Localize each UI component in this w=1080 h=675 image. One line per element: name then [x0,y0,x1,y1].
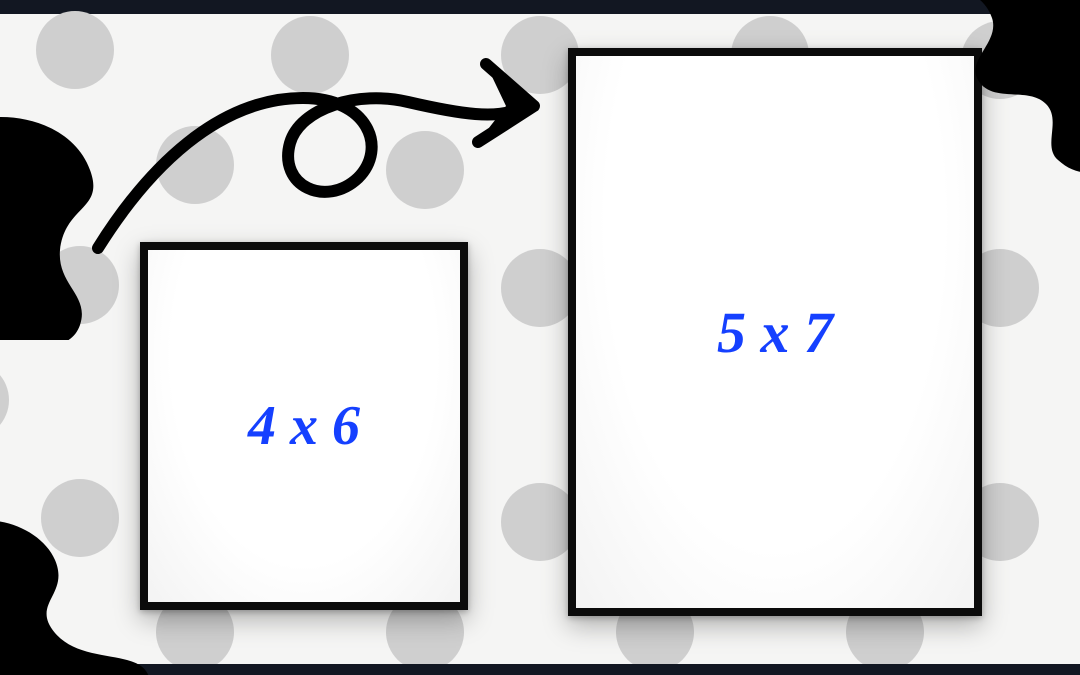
polka-dot [271,16,349,94]
polka-dot [386,131,464,209]
polka-dot [36,11,114,89]
bottom-border-bar [0,664,1080,675]
size-label-4x6: 4 x 6 [248,394,360,458]
infographic-canvas: 4 x 6 5 x 7 [0,0,1080,675]
polka-dot [0,361,9,439]
ink-blob-left-mid [0,110,130,340]
photo-frame-5x7: 5 x 7 [568,48,982,616]
polka-dot [156,126,234,204]
photo-frame-4x6: 4 x 6 [140,242,468,610]
size-label-5x7: 5 x 7 [717,299,833,366]
ink-blob-top-right [950,0,1080,200]
ink-blob-bottom-left [0,475,155,675]
